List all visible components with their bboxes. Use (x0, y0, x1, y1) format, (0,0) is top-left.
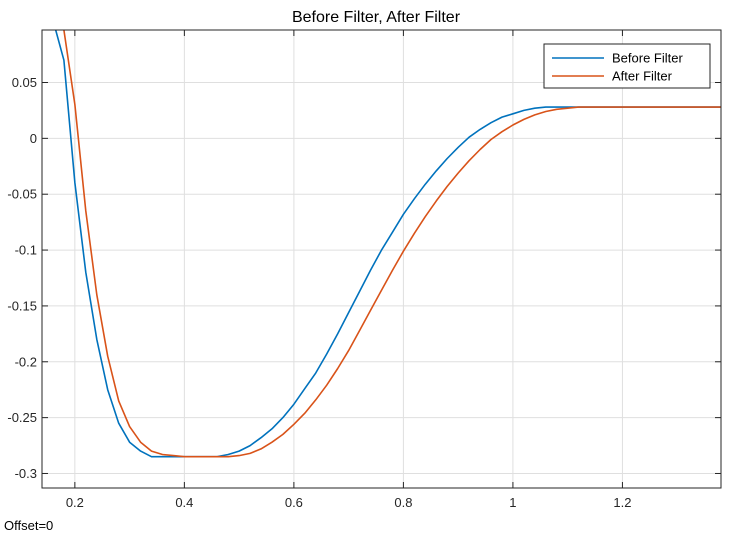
y-tick-label: 0.05 (12, 75, 37, 90)
chart-title: Before Filter, After Filter (292, 9, 461, 26)
y-tick-label: -0.3 (15, 466, 37, 481)
x-tick-label: 0.4 (175, 495, 193, 510)
legend-label: After Filter (612, 69, 673, 84)
axis-ticks: 0.2 0.4 0.6 0.8 1 1.2 0.05 0 -0.05 -0.1 -0.15 -0.2 -… (7, 30, 721, 510)
offset-label: Offset=0 (4, 518, 54, 533)
series-line-after-filter (63, 30, 721, 458)
x-tick-label: 0.6 (285, 495, 303, 510)
x-tick-label: 1 (509, 495, 516, 510)
x-tick-label: 1.2 (613, 495, 631, 510)
axes-box (41, 29, 722, 489)
series-line-before-filter (54, 30, 721, 458)
grid-lines (42, 30, 721, 488)
legend-box (543, 43, 711, 89)
y-tick-label: -0.1 (15, 243, 37, 258)
y-tick-label: -0.25 (7, 410, 37, 425)
y-tick-label: -0.05 (7, 187, 37, 202)
legend: Before Filter After Filter (543, 43, 711, 89)
y-tick-label: -0.2 (15, 354, 37, 369)
x-tick-label: 0.2 (66, 495, 84, 510)
x-tick-label: 0.8 (394, 495, 412, 510)
legend-label: Before Filter (612, 51, 683, 66)
series-layer (54, 30, 721, 458)
y-tick-label: -0.15 (7, 298, 37, 313)
y-tick-label: 0 (30, 131, 37, 146)
